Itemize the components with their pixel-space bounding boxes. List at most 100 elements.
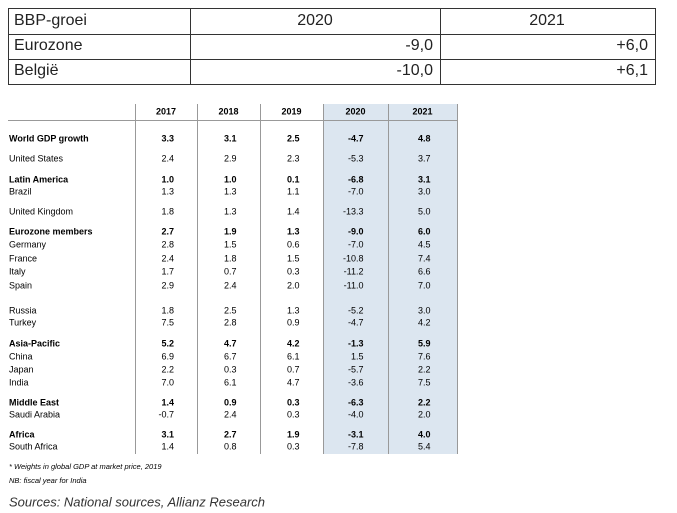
cell: 7.5 (418, 377, 431, 387)
cell: 7.5 (161, 317, 174, 327)
footnote: * Weights in global GDP at market price,… (9, 462, 162, 471)
row-label: United Kingdom (9, 206, 73, 216)
cell: -4.7 (348, 317, 364, 327)
column-header: 2021 (412, 106, 432, 116)
cell: 1.3 (287, 226, 300, 236)
cell: 1.1 (287, 186, 300, 196)
cell: 3.3 (161, 133, 174, 143)
cell: 1.3 (224, 206, 237, 216)
cell: 0.7 (287, 364, 300, 374)
cell: 0.9 (287, 317, 300, 327)
cell: 5.2 (161, 338, 174, 348)
cell: 6.1 (287, 351, 300, 361)
cell: 3.1 (418, 174, 431, 184)
cell: 2.8 (161, 239, 174, 249)
cell: 7.0 (161, 377, 174, 387)
cell: +6,0 (616, 37, 648, 54)
cell: 0.3 (287, 441, 300, 451)
cell: 7.6 (418, 351, 431, 361)
row-label: France (9, 253, 37, 263)
cell: -6.3 (348, 397, 364, 407)
cell: 1.8 (224, 253, 237, 263)
cell: 3.0 (418, 305, 431, 315)
cell: 2.0 (418, 409, 431, 419)
column-header: 2020 (345, 106, 365, 116)
cell: 0.6 (287, 239, 300, 249)
row-label: Latin America (9, 174, 69, 184)
cell: 1.9 (224, 226, 237, 236)
row-label: World GDP growth (9, 133, 89, 143)
row-label: South Africa (9, 441, 58, 451)
header-cell: 2020 (297, 12, 333, 29)
cell: -6.8 (348, 174, 364, 184)
cell: -5.3 (348, 153, 364, 163)
column-header: 2018 (218, 106, 238, 116)
row-label: Middle East (9, 397, 59, 407)
row-label: België (14, 62, 59, 79)
cell: 4.5 (418, 239, 431, 249)
cell: 2.0 (287, 280, 300, 290)
row-label: Italy (9, 266, 26, 276)
cell: 0.3 (287, 266, 300, 276)
cell: 0.3 (224, 364, 237, 374)
cell: 5.9 (418, 338, 431, 348)
cell: 6.9 (161, 351, 174, 361)
cell: -10,0 (397, 62, 434, 79)
header-cell: BBP-groei (14, 12, 87, 29)
row-label: Saudi Arabia (9, 409, 60, 419)
cell: -11.2 (344, 266, 364, 276)
cell: 6.1 (224, 377, 237, 387)
cell: +6,1 (616, 62, 648, 79)
cell: 0.3 (287, 409, 300, 419)
cell: -7.0 (348, 186, 364, 196)
header-cell: 2021 (529, 12, 565, 29)
cell: -4.0 (348, 409, 364, 419)
cell: 2.5 (287, 133, 300, 143)
row-label: Spain (9, 280, 32, 290)
cell: -0.7 (158, 409, 174, 419)
cell: -13.3 (343, 206, 364, 216)
cell: 2.4 (224, 409, 237, 419)
cell: 1.4 (287, 206, 300, 216)
cell: 1.5 (351, 351, 364, 361)
cell: -10.8 (343, 253, 364, 263)
row-label: Japan (9, 364, 34, 374)
cell: 3.1 (224, 133, 237, 143)
row-label: Eurozone (14, 37, 83, 54)
cell: -4.7 (348, 133, 364, 143)
cell: 7.0 (418, 280, 431, 290)
cell: -9,0 (405, 37, 433, 54)
cell: 0.3 (287, 397, 300, 407)
cell: 4.0 (418, 429, 431, 439)
cell: 1.9 (287, 429, 300, 439)
cell: -3.6 (348, 377, 364, 387)
cell: 2.9 (224, 153, 237, 163)
highlight-columns (323, 104, 457, 454)
cell: 3.1 (161, 429, 174, 439)
cell: 0.7 (224, 266, 237, 276)
cell: 7.4 (418, 253, 431, 263)
cell: -9.0 (348, 226, 364, 236)
cell: -11.0 (344, 280, 364, 290)
cell: 1.8 (161, 206, 174, 216)
row-label: United States (9, 153, 64, 163)
cell: 2.8 (224, 317, 237, 327)
summary-frame (8, 8, 656, 85)
cell: 4.7 (287, 377, 300, 387)
cell: 1.3 (161, 186, 174, 196)
column-header: 2019 (281, 106, 301, 116)
cell: 1.7 (161, 266, 174, 276)
row-label: China (9, 351, 33, 361)
cell: 2.7 (161, 226, 174, 236)
cell: 6.0 (418, 226, 431, 236)
cell: 4.2 (418, 317, 431, 327)
cell: 2.2 (418, 397, 431, 407)
row-label: Eurozone members (9, 226, 93, 236)
cell: -3.1 (348, 429, 364, 439)
cell: 1.0 (161, 174, 174, 184)
cell: 3.7 (418, 153, 431, 163)
footnote: NB: fiscal year for India (9, 476, 87, 485)
cell: 1.8 (161, 305, 174, 315)
